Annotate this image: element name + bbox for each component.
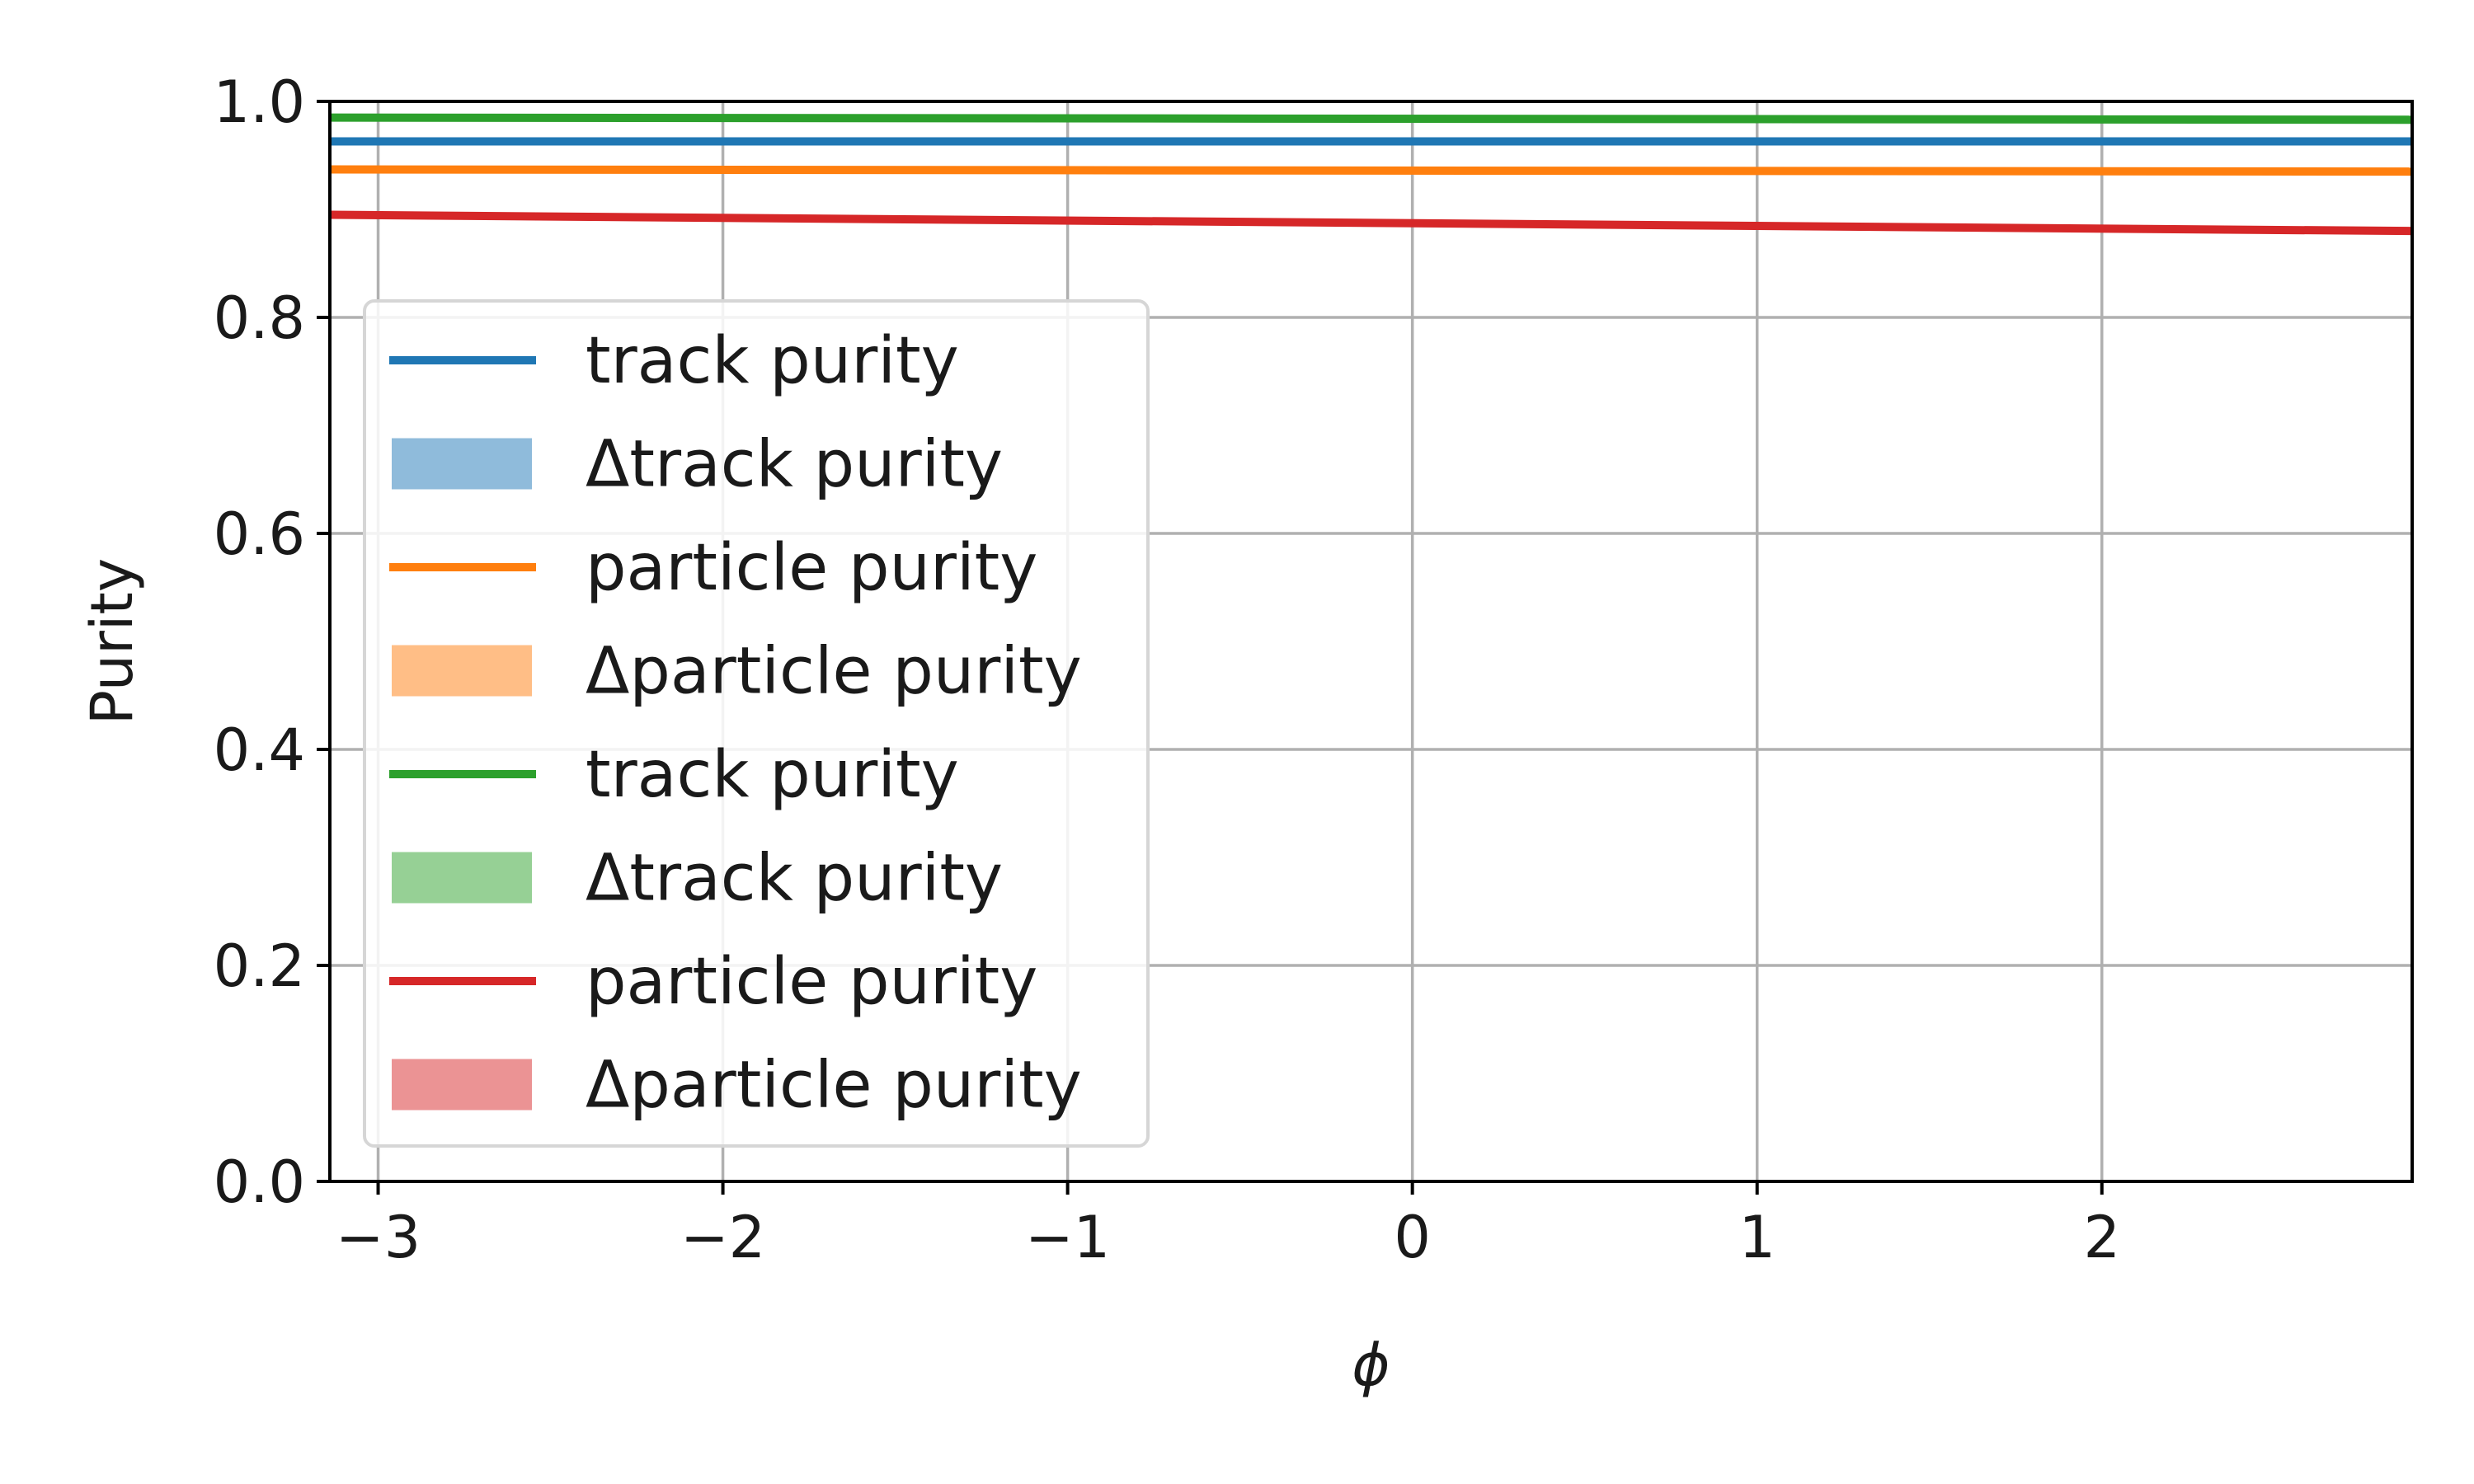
series-line	[329, 210, 2413, 236]
x-tick-label: 1	[1738, 1204, 1776, 1271]
legend-label: particle purity	[586, 531, 1037, 605]
x-tick-label: −1	[1025, 1204, 1110, 1271]
legend-label: track purity	[586, 324, 959, 398]
series-lines	[329, 113, 2413, 236]
x-tick-label: −3	[336, 1204, 421, 1271]
x-tick-label: 2	[2083, 1204, 2120, 1271]
x-axis-label: ϕ	[1352, 1331, 1390, 1399]
y-tick-label: 0.8	[214, 284, 305, 352]
x-tick-label: −2	[680, 1204, 765, 1271]
y-tick-label: 0.0	[214, 1148, 305, 1216]
y-tick-label: 0.4	[214, 716, 305, 784]
legend-label: particle purity	[586, 945, 1037, 1019]
legend-label: Δparticle purity	[586, 1049, 1082, 1123]
x-tick-label: 0	[1394, 1204, 1431, 1271]
legend-patch-swatch	[392, 438, 532, 490]
legend-patch-swatch	[392, 1059, 532, 1111]
legend-label: Δtrack purity	[586, 428, 1003, 502]
legend-box	[363, 299, 1150, 1148]
y-tick-label: 0.2	[214, 932, 305, 1000]
legend: track purity Δtrack purity particle purity…	[363, 299, 1150, 1148]
series-line	[329, 165, 2413, 176]
y-tick-label: 0.6	[214, 500, 305, 568]
legend-label: Δtrack purity	[586, 842, 1003, 916]
legend-label: Δparticle purity	[586, 635, 1082, 709]
axis-ticks: −3 −2 −1 0 1 2 0.0 0.2 0.4 0.6 0.8 1.0	[214, 68, 2120, 1271]
series-line	[329, 113, 2413, 124]
legend-label: track purity	[586, 738, 959, 812]
y-tick-label: 1.0	[214, 68, 305, 136]
plot-frame	[328, 100, 2414, 1183]
y-axis-label: Purity	[78, 558, 146, 725]
legend-patch-swatch	[392, 852, 532, 904]
legend-patch-swatch	[392, 645, 532, 697]
